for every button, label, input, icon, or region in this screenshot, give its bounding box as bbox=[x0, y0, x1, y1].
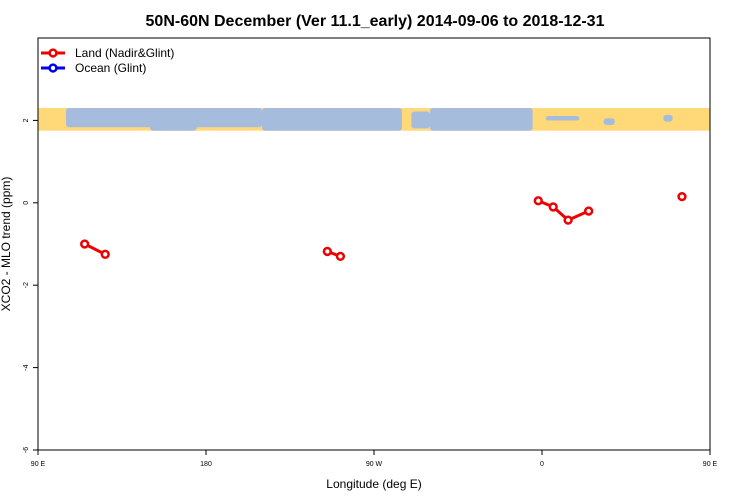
y-axis-label: XCO2 - MLO trend (ppm) bbox=[0, 177, 13, 312]
y-tick-label: -6 bbox=[23, 447, 30, 453]
data-point bbox=[548, 202, 558, 212]
data-point bbox=[322, 246, 332, 257]
y-tick-label: -2 bbox=[23, 282, 30, 288]
x-tick-label: 180 bbox=[200, 461, 212, 468]
map-band bbox=[38, 108, 750, 131]
map-band-ocean bbox=[738, 108, 750, 125]
legend: Land (Nadir&Glint)Ocean (Glint) bbox=[41, 46, 174, 75]
legend-label: Land (Nadir&Glint) bbox=[75, 46, 174, 60]
series-line bbox=[537, 199, 590, 222]
legend-label: Ocean (Glint) bbox=[75, 61, 146, 75]
data-point bbox=[335, 251, 346, 262]
plot-frame bbox=[37, 37, 711, 451]
data-point bbox=[584, 206, 594, 216]
x-tick-label: 90 W bbox=[366, 461, 383, 468]
series-layer bbox=[80, 191, 687, 262]
map-band-ocean bbox=[663, 114, 673, 122]
map-band-ocean bbox=[150, 108, 197, 131]
x-axis-label: Longitude (deg E) bbox=[326, 477, 421, 491]
legend-marker bbox=[48, 48, 58, 58]
data-point bbox=[533, 196, 543, 206]
data-point bbox=[100, 249, 110, 259]
y-tick-label: -4 bbox=[23, 364, 30, 370]
y-axis: -6 -4 -2 0 2 bbox=[23, 118, 38, 453]
legend-marker bbox=[48, 63, 58, 73]
data-point bbox=[563, 215, 573, 225]
x-tick-label: 90 E bbox=[31, 461, 46, 468]
data-point bbox=[677, 191, 687, 202]
map-band-ocean bbox=[545, 115, 580, 121]
data-point bbox=[80, 239, 90, 249]
map-band-ocean bbox=[603, 118, 615, 126]
map-band-ocean bbox=[430, 108, 533, 131]
map-band-ocean bbox=[262, 108, 402, 131]
x-tick-label: 0 bbox=[540, 461, 544, 468]
x-axis: 90 E 180 90 W 0 90 E bbox=[31, 450, 718, 468]
y-tick-label: 2 bbox=[23, 118, 30, 122]
map-band-ocean bbox=[411, 111, 430, 129]
x-tick-label: 90 E bbox=[703, 461, 718, 468]
chart-title: 50N-60N December (Ver 11.1_early) 2014-0… bbox=[146, 13, 605, 30]
y-tick-label: 0 bbox=[23, 201, 30, 205]
